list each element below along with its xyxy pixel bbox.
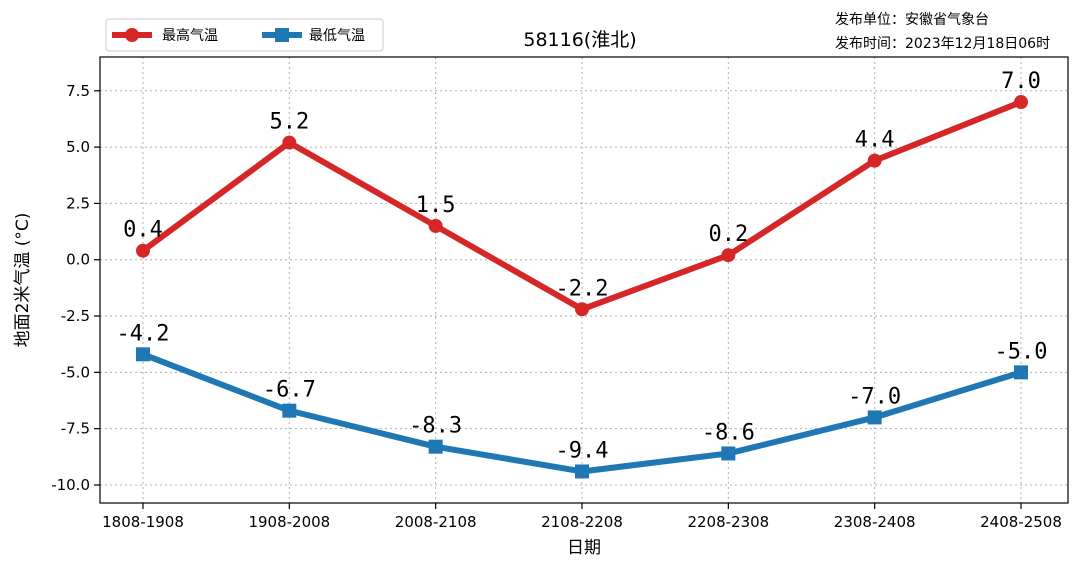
x-tick-label: 2008-2108: [395, 513, 477, 531]
data-point: [867, 153, 882, 168]
data-point: [1014, 95, 1028, 110]
data-point: [575, 302, 589, 317]
data-label: -2.2: [556, 276, 609, 301]
data-point: [282, 403, 297, 418]
legend-marker: [125, 28, 139, 42]
data-point: [721, 446, 736, 461]
data-label: -6.7: [263, 378, 316, 403]
data-label: -8.3: [409, 414, 462, 439]
data-label: -8.6: [702, 420, 755, 445]
x-tick-label: 1908-2008: [248, 513, 330, 531]
data-point: [575, 464, 589, 479]
x-tick-label: 1808-1908: [102, 513, 184, 531]
y-tick-label: 0.0: [66, 251, 90, 269]
data-label: -4.2: [117, 321, 170, 346]
data-label: 0.2: [708, 222, 748, 247]
data-label: 4.4: [855, 128, 895, 153]
data-point: [428, 218, 443, 233]
data-label: -5.0: [995, 339, 1048, 364]
y-tick-label: -10.0: [51, 476, 90, 494]
x-tick-label: 2408-2508: [980, 513, 1062, 531]
x-tick-label: 2108-2208: [541, 513, 623, 531]
legend-label: 最低气温: [309, 28, 365, 44]
publisher-info: 发布单位：安徽省气象台: [835, 12, 989, 28]
plot-area: [99, 56, 1069, 504]
data-point: [282, 135, 297, 150]
legend-label: 最高气温: [162, 27, 218, 44]
legend-box: [105, 18, 384, 52]
data-point: [136, 347, 150, 362]
chart-title: 58116(淮北): [523, 29, 636, 51]
x-axis-label: 日期: [567, 538, 601, 558]
data-labels: 0.4 5.2 1.5 -2.2 0.2 4.4 7.0 -4.2 -6.7 -8.3 -9.4 -8…: [117, 69, 1048, 463]
publish-time-info: 发布时间：2023年12月18日06时: [835, 36, 1050, 52]
y-tick-label: 7.5: [66, 82, 90, 100]
y-tick-label: -7.5: [61, 420, 90, 438]
y-tick-label: -5.0: [61, 363, 90, 381]
data-label: 1.5: [416, 193, 456, 218]
axis-ticks: 7.5 5.0 2.5 0.0 -2.5 -5.0 -7.5 -10.0 1808-1908 19…: [51, 82, 1062, 531]
data-point: [1014, 365, 1028, 380]
data-label: -7.0: [848, 384, 901, 409]
y-tick-label: -2.5: [61, 307, 90, 325]
data-point: [428, 439, 443, 454]
data-point: [721, 248, 736, 263]
y-tick-label: 5.0: [66, 138, 90, 156]
legend: 最高气温 最低气温: [105, 18, 384, 52]
data-label: 0.4: [123, 218, 163, 243]
x-tick-label: 2208-2308: [687, 513, 769, 531]
legend-marker: [275, 28, 289, 42]
data-point: [136, 243, 150, 258]
data-label: -9.4: [556, 438, 609, 463]
data-label: 7.0: [1001, 69, 1041, 94]
y-tick-label: 2.5: [66, 194, 90, 212]
data-point: [867, 410, 882, 425]
y-axis-label: 地面2米气温 (°C): [13, 213, 33, 348]
data-label: 5.2: [269, 110, 309, 135]
series-lines: [136, 95, 1028, 479]
x-tick-label: 2308-2408: [834, 513, 916, 531]
